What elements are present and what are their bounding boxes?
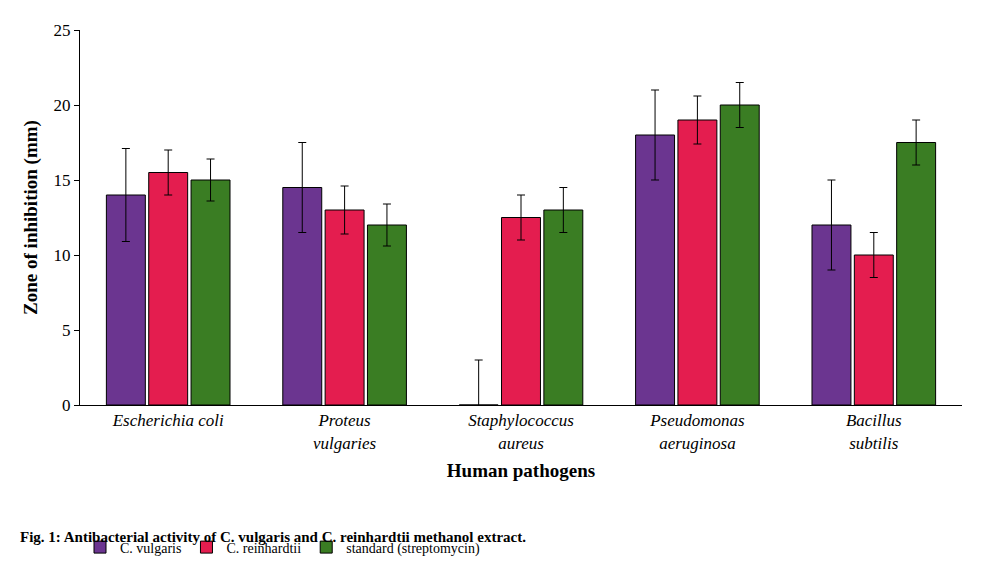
svg-text:standard (streptomycin): standard (streptomycin) (346, 541, 480, 557)
svg-text:Staphylococcusaureus: Staphylococcusaureus (468, 411, 574, 452)
svg-text:Proteusvulgaries: Proteusvulgaries (313, 411, 377, 452)
svg-text:C. vulgaris: C. vulgaris (120, 541, 181, 556)
svg-text:5: 5 (62, 321, 71, 340)
svg-text:15: 15 (54, 171, 71, 190)
svg-text:Bacillussubtilis: Bacillussubtilis (846, 411, 902, 452)
svg-text:Escherichia coli: Escherichia coli (112, 411, 224, 430)
svg-text:25: 25 (54, 21, 71, 40)
svg-text:Zone of inhibition (mm): Zone of inhibition (mm) (20, 120, 42, 315)
svg-text:Human pathogens: Human pathogens (447, 460, 595, 481)
svg-text:Fig. 1: Antibacterial activity: Fig. 1: Antibacterial activity of C. vul… (20, 529, 526, 545)
svg-text:20: 20 (54, 96, 71, 115)
svg-text:C. reinhardtii: C. reinhardtii (226, 541, 301, 556)
svg-text:0: 0 (62, 396, 71, 415)
svg-text:10: 10 (54, 246, 71, 265)
svg-text:Pseudomonasaeruginosa: Pseudomonasaeruginosa (649, 411, 745, 452)
